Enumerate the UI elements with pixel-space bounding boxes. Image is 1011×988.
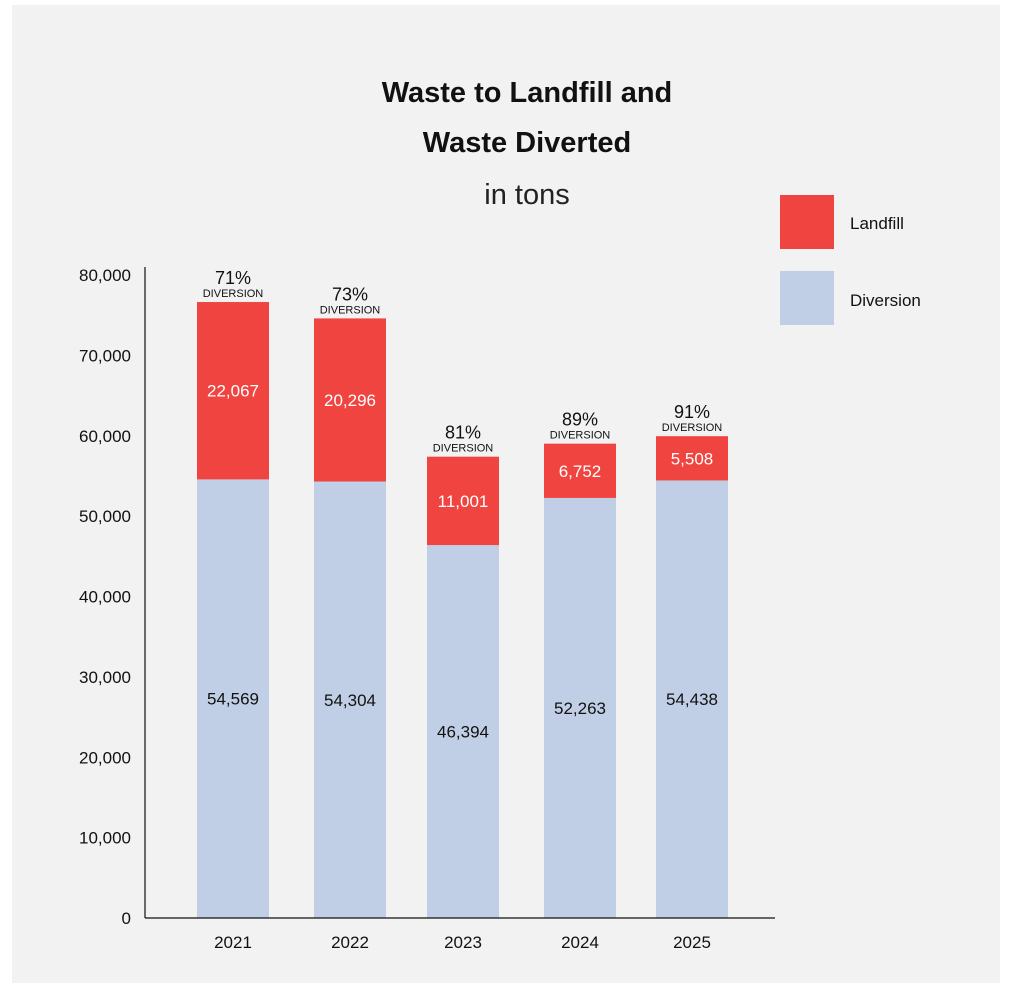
diversion-rate-2021: 71% [215,268,251,288]
y-tick-label: 80,000 [79,266,131,285]
bar-landfill-2023 [427,456,499,546]
bar-landfill-2025 [656,436,728,481]
chart-subtitle: in tons [484,179,569,211]
bar-landfill-2021 [197,302,269,480]
diversion-caption-2024: DIVERSION [550,430,611,442]
y-axis: 0 10,000 20,000 30,000 40,000 50,000 60,000 70,… [79,266,146,928]
diversion-rate-2024: 89% [562,410,598,430]
x-axis: 2021 2022 2023 2024 2025 [145,917,775,952]
diversion-caption-2022: DIVERSION [320,304,381,316]
y-tick-label: 30,000 [79,668,131,687]
diversion-caption-2023: DIVERSION [433,443,494,455]
chart-background [12,5,1000,983]
chart-title-line-1: Waste to Landfill and [382,77,673,109]
diversion-caption-2025: DIVERSION [662,422,723,434]
bar-diversion-2023 [427,545,499,918]
data-label-diversion-2022: 54,304 [324,691,376,710]
diversion-caption-2021: DIVERSION [203,288,264,300]
legend-swatch-landfill [780,195,834,249]
legend-label-diversion: Diversion [850,291,921,310]
data-label-diversion-2021: 54,569 [207,690,259,709]
y-tick-label: 0 [122,909,131,928]
bar-diversion-2024 [544,497,616,918]
data-label-landfill-2024: 6,752 [559,462,602,481]
y-tick-label: 20,000 [79,748,131,767]
x-tick-label: 2024 [561,933,599,952]
data-label-diversion-2025: 54,438 [666,690,718,709]
data-label-diversion-2023: 46,394 [437,723,489,742]
bar-landfill-2022 [314,318,386,482]
y-tick-label: 60,000 [79,427,131,446]
y-tick-label: 40,000 [79,588,131,607]
y-tick-label: 50,000 [79,507,131,526]
bar-diversion-2025 [656,480,728,918]
x-tick-label: 2021 [214,933,252,952]
bars: 54,56922,06771%DIVERSION54,30420,29673%D… [197,268,728,918]
bar-landfill-2024 [544,443,616,498]
bar-diversion-2021 [197,479,269,918]
data-label-diversion-2024: 52,263 [554,699,606,718]
chart-title-line-2: Waste Diverted [423,127,631,159]
legend: Landfill Diversion [780,195,921,325]
y-tick-label: 70,000 [79,346,131,365]
x-tick-label: 2025 [673,933,711,952]
diversion-rate-2025: 91% [674,402,710,422]
legend-label-landfill: Landfill [850,214,904,233]
x-tick-label: 2023 [444,933,482,952]
y-tick-label: 10,000 [79,829,131,848]
diversion-rate-2022: 73% [332,284,368,304]
diversion-rate-2023: 81% [445,423,481,443]
bar-diversion-2022 [314,481,386,918]
data-label-landfill-2021: 22,067 [207,382,259,401]
data-label-landfill-2022: 20,296 [324,391,376,410]
data-label-landfill-2023: 11,001 [438,492,489,511]
data-label-landfill-2025: 5,508 [671,449,714,468]
x-tick-label: 2022 [331,933,369,952]
legend-swatch-diversion [780,271,834,325]
